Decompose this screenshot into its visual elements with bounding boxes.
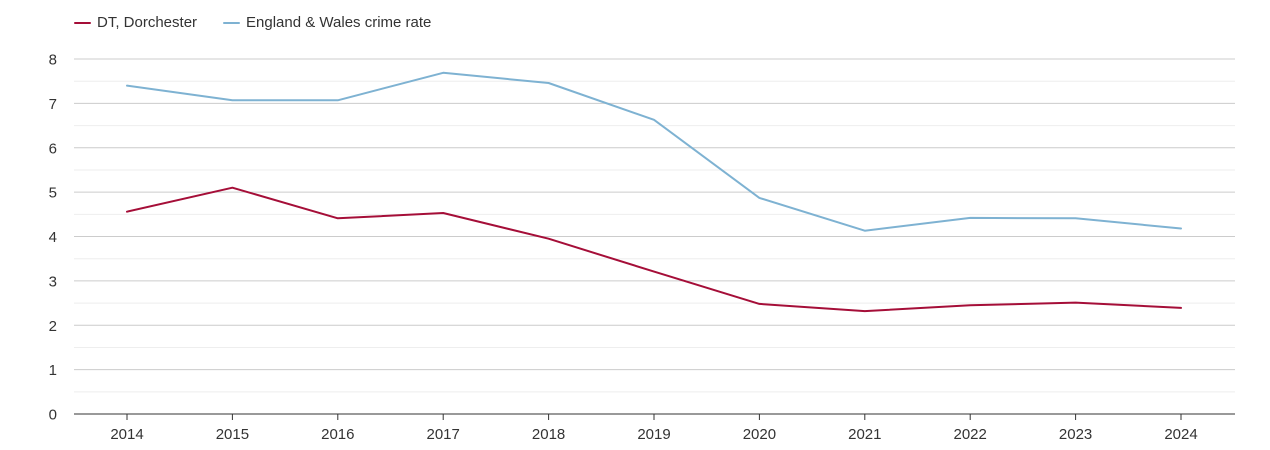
data-point[interactable] (755, 194, 763, 202)
data-point[interactable] (228, 184, 236, 192)
y-tick-label: 8 (49, 52, 57, 69)
series-line-0[interactable] (126, 186, 1182, 313)
y-tick-label: 6 (49, 140, 57, 157)
axes: 0 1 2 3 4 5 6 7 8 2014 2015 2016 2017 2018 2019 2020 202… (49, 52, 1235, 443)
y-tick-label: 7 (49, 96, 57, 113)
x-tick-label: 2022 (954, 426, 987, 443)
data-point[interactable] (228, 96, 236, 104)
x-tick-label: 2015 (216, 426, 249, 443)
data-point[interactable] (755, 300, 763, 308)
data-point[interactable] (650, 268, 658, 276)
data-point[interactable] (1072, 299, 1080, 307)
legend-label-dorchester: DT, Dorchester (97, 14, 198, 31)
x-tick-label: 2019 (637, 426, 670, 443)
data-point[interactable] (545, 79, 553, 87)
y-tick-label: 0 (49, 407, 57, 424)
x-tick-label: 2016 (321, 426, 354, 443)
data-point[interactable] (1177, 304, 1185, 312)
legend-item-dorchester[interactable]: DT, Dorchester (74, 14, 197, 31)
data-point[interactable] (439, 69, 447, 77)
data-point[interactable] (123, 82, 131, 90)
y-tick-label: 5 (49, 185, 57, 202)
y-tick-label: 3 (49, 273, 57, 290)
y-tick-label: 2 (49, 318, 57, 335)
data-point[interactable] (861, 227, 869, 235)
data-point[interactable] (123, 208, 131, 216)
data-point[interactable] (650, 116, 658, 124)
x-tick-label: 2018 (532, 426, 565, 443)
y-tick-label: 4 (49, 229, 57, 246)
legend-swatch-dorchester (74, 21, 91, 24)
x-tick-label: 2020 (743, 426, 776, 443)
data-point[interactable] (861, 307, 869, 315)
series-line-1[interactable] (126, 71, 1182, 232)
grid-lines (74, 58, 1235, 393)
y-tick-label: 1 (49, 362, 57, 379)
data-point[interactable] (1072, 214, 1080, 222)
x-tick-label: 2021 (848, 426, 881, 443)
data-point[interactable] (1177, 225, 1185, 233)
legend-item-england-wales[interactable]: England & Wales crime rate (223, 14, 431, 31)
data-point[interactable] (334, 214, 342, 222)
legend-swatch-england-wales (223, 21, 241, 24)
data-point[interactable] (545, 235, 553, 243)
legend-label-england-wales: England & Wales crime rate (246, 14, 432, 31)
x-tick-label: 2017 (427, 426, 460, 443)
chart-legend: DT, Dorchester England & Wales crime rat… (74, 14, 457, 31)
data-point[interactable] (966, 301, 974, 309)
data-point[interactable] (439, 209, 447, 217)
data-point[interactable] (966, 214, 974, 222)
x-tick-label: 2024 (1164, 426, 1197, 443)
series-lines (123, 69, 1185, 315)
x-tick-label: 2023 (1059, 426, 1092, 443)
data-point[interactable] (334, 96, 342, 104)
x-tick-label: 2014 (110, 426, 143, 443)
